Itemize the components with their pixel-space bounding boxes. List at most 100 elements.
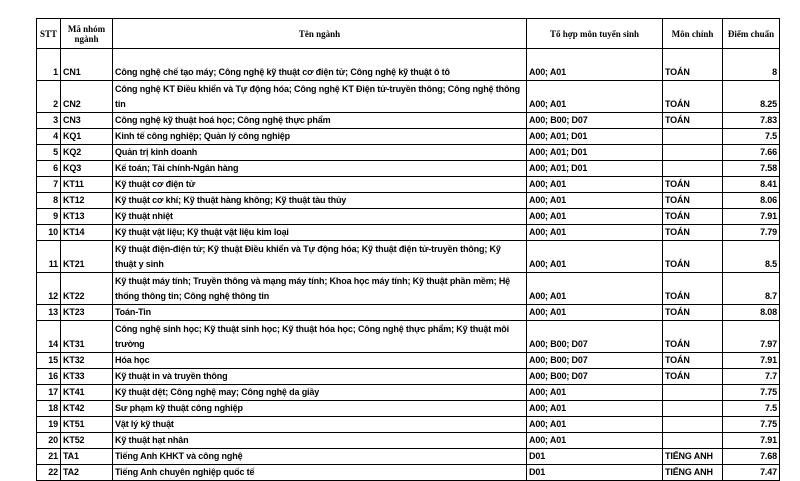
table-row: 1 CN1 Công nghệ chế tạo máy; Công nghệ kỹ … [36,48,780,81]
cell-score: 7.68 [722,448,780,465]
cell-code: KT21 [60,240,113,273]
header-combo: Tổ hợp môn tuyển sinh [526,18,663,49]
cell-code: KT14 [60,224,113,241]
header-row: STT Mã nhóm ngành Tên ngành Tổ hợp môn t… [36,18,780,49]
table-row: 7 KT11 Kỹ thuật cơ điện tử A00; A01 TOÁN 8.41 [36,176,780,193]
cell-name: Công nghệ sinh học; Kỹ thuật sinh học; K… [112,320,527,353]
cell-stt: 13 [36,304,61,321]
cell-code: KT33 [60,368,113,385]
cell-code: KT32 [60,352,113,369]
cell-name: Toán-Tin [112,304,527,321]
cell-stt: 7 [36,176,61,193]
cell-stt: 21 [36,448,61,465]
table-row: 22 TA2 Tiếng Anh chuyên nghiệp quốc tế D01 T… [36,464,780,481]
table-row: 18 KT42 Sư phạm kỹ thuật công nghiệp A00; A… [36,400,780,417]
cell-main-subject: TOÁN [662,368,723,385]
cell-score: 7.79 [722,224,780,241]
cell-combo: A00; A01 [526,304,663,321]
header-code: Mã nhóm ngành [60,18,113,49]
header-main-subject: Môn chính [662,18,723,49]
cell-score: 7.58 [722,160,780,177]
table-row: 14 KT31 Công nghệ sinh học; Kỹ thuật sinh … [36,320,780,353]
cell-main-subject [662,144,723,161]
cell-name: Sư phạm kỹ thuật công nghiệp [112,400,527,417]
cell-main-subject [662,400,723,417]
cell-combo: A00; A01 [526,208,663,225]
cell-name: Kỹ thuật vật liệu; Kỹ thuật vật liệu kim… [112,224,527,241]
cell-name: Hóa học [112,352,527,369]
cell-combo: A00; A01; D01 [526,144,663,161]
cell-stt: 1 [36,48,61,81]
table-row: 4 KQ1 Kinh tế công nghiệp; Quản lý công ng… [36,128,780,145]
cell-score: 7.97 [722,320,780,353]
cell-name: Tiếng Anh KHKT và công nghệ [112,448,527,465]
cell-score: 8.41 [722,176,780,193]
table-row: 11 KT21 Kỹ thuật điện-điện tử; Kỹ thuật Đi… [36,240,780,273]
cell-score: 7.5 [722,128,780,145]
cell-code: KQ1 [60,128,113,145]
cell-stt: 6 [36,160,61,177]
cell-code: KT11 [60,176,113,193]
cell-combo: A00; A01 [526,48,663,81]
cell-name: Kỹ thuật nhiệt [112,208,527,225]
cell-main-subject: TOÁN [662,48,723,81]
cell-main-subject: TOÁN [662,224,723,241]
cell-score: 7.91 [722,352,780,369]
cell-stt: 20 [36,432,61,449]
cell-combo: A00; A01 [526,384,663,401]
cell-name: Công nghệ KT Điều khiển và Tự động hóa; … [112,80,527,113]
cell-combo: A00; B00; D07 [526,368,663,385]
cell-name: Công nghệ chế tạo máy; Công nghệ kỹ thuậ… [112,48,527,81]
table-row: 8 KT12 Kỹ thuật cơ khí; Kỹ thuật hàng khôn… [36,192,780,209]
cell-name: Tiếng Anh chuyên nghiệp quốc tế [112,464,527,481]
header-name: Tên ngành [112,18,527,49]
cell-stt: 19 [36,416,61,433]
cell-code: KQ3 [60,160,113,177]
cell-name: Quản trị kinh doanh [112,144,527,161]
cell-stt: 3 [36,112,61,129]
table-row: 13 KT23 Toán-Tin A00; A01 TOÁN 8.08 [36,304,780,321]
table-row: 21 TA1 Tiếng Anh KHKT và công nghệ D01 TIẾNG… [36,448,780,465]
cell-stt: 17 [36,384,61,401]
cell-name: Công nghệ kỹ thuật hoá học; Công nghệ th… [112,112,527,129]
table-row: 2 CN2 Công nghệ KT Điều khiển và Tự động h… [36,80,780,113]
cell-score: 7.47 [722,464,780,481]
cell-combo: A00; A01; D01 [526,128,663,145]
cell-combo: A00; B00; D07 [526,320,663,353]
cell-combo: A00; A01; D01 [526,160,663,177]
cell-stt: 5 [36,144,61,161]
cell-main-subject: TOÁN [662,352,723,369]
cell-stt: 18 [36,400,61,417]
cell-main-subject: TOÁN [662,80,723,113]
cell-score: 8.5 [722,240,780,273]
cell-main-subject [662,384,723,401]
cell-score: 7.75 [722,384,780,401]
cell-code: KT12 [60,192,113,209]
cell-combo: A00; B00; D07 [526,352,663,369]
cell-code: KQ2 [60,144,113,161]
cell-stt: 12 [36,272,61,305]
cell-code: KT31 [60,320,113,353]
cell-main-subject: TIẾNG ANH [662,464,723,481]
cell-name: Vật lý kỹ thuật [112,416,527,433]
header-score: Điểm chuẩn [722,18,780,49]
cell-score: 7.83 [722,112,780,129]
cell-main-subject [662,128,723,145]
cell-combo: D01 [526,464,663,481]
cell-code: KT42 [60,400,113,417]
table-row: 6 KQ3 Kế toán; Tài chính-Ngân hàng A00; A01… [36,160,780,177]
cell-score: 7.91 [722,208,780,225]
cell-code: KT41 [60,384,113,401]
cell-score: 8.25 [722,80,780,113]
cell-code: KT52 [60,432,113,449]
cell-score: 7.7 [722,368,780,385]
cell-main-subject: TOÁN [662,320,723,353]
cell-stt: 8 [36,192,61,209]
table-row: 9 KT13 Kỹ thuật nhiệt A00; A01 TOÁN 7.91 [36,208,780,225]
table-row: 16 KT33 Kỹ thuật in và truyền thông A00; B0… [36,368,780,385]
table-row: 10 KT14 Kỹ thuật vật liệu; Kỹ thuật vật li… [36,224,780,241]
cell-stt: 14 [36,320,61,353]
cell-combo: A00; A01 [526,416,663,433]
cell-code: CN1 [60,48,113,81]
cell-combo: A00; A01 [526,192,663,209]
